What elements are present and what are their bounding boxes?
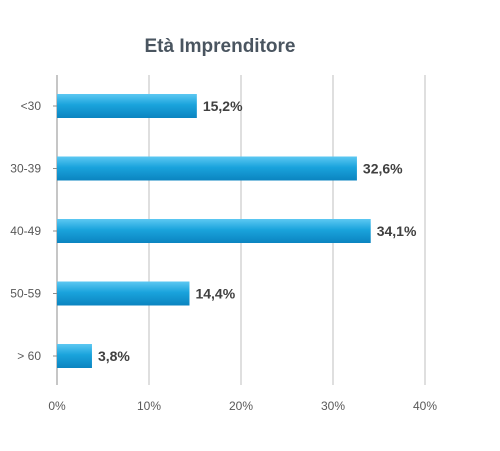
category-label: 30-39 [10, 162, 41, 176]
x-tick-label: 0% [48, 399, 66, 413]
bar-series: 15,2% 32,6% 34,1% 14,4% 3,8% [57, 94, 417, 368]
category-axis: <30 30-39 40-49 50-59 > 60 [10, 99, 57, 363]
x-tick-label: 40% [413, 399, 437, 413]
bar-0 [57, 94, 197, 118]
category-label: 50-59 [10, 287, 41, 301]
data-label: 34,1% [377, 223, 417, 239]
x-tick-label: 10% [137, 399, 161, 413]
x-tick-label: 30% [321, 399, 345, 413]
bar-4 [57, 344, 92, 368]
bar-1 [57, 156, 357, 181]
category-label: > 60 [17, 349, 41, 363]
bar-3 [57, 281, 190, 306]
data-label: 14,4% [195, 286, 235, 302]
value-axis: 0% 10% 20% 30% 40% [48, 399, 437, 413]
x-tick-label: 20% [229, 399, 253, 413]
data-label: 32,6% [363, 161, 403, 177]
chart-title: Età Imprenditore [145, 36, 296, 57]
data-label: 15,2% [203, 98, 243, 114]
data-label: 3,8% [98, 348, 130, 364]
category-label: <30 [21, 99, 42, 113]
bar-2 [57, 219, 371, 243]
category-label: 40-49 [10, 224, 41, 238]
